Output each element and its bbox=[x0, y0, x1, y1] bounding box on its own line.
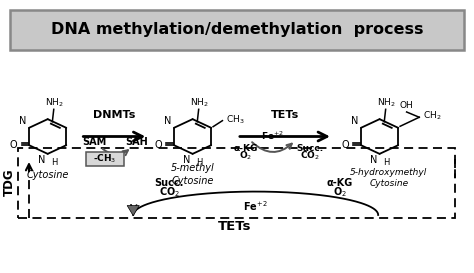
Text: N: N bbox=[183, 155, 191, 165]
Text: N: N bbox=[38, 155, 46, 165]
Text: Cytosine: Cytosine bbox=[27, 170, 69, 180]
Text: H: H bbox=[196, 158, 203, 167]
Text: N: N bbox=[19, 116, 26, 126]
Text: NH$_2$: NH$_2$ bbox=[190, 96, 209, 109]
Text: CO$_2$: CO$_2$ bbox=[159, 185, 180, 199]
Text: O: O bbox=[154, 140, 162, 150]
Text: H: H bbox=[51, 158, 58, 167]
Text: N: N bbox=[370, 155, 378, 165]
Text: Fe$^{+2}$: Fe$^{+2}$ bbox=[243, 199, 268, 213]
Text: Succ.: Succ. bbox=[296, 144, 323, 153]
Text: 5-hydroxymethyl
Cytosine: 5-hydroxymethyl Cytosine bbox=[350, 168, 428, 188]
Text: TDG: TDG bbox=[2, 169, 15, 196]
FancyBboxPatch shape bbox=[10, 10, 464, 50]
Text: α-KG: α-KG bbox=[233, 144, 257, 153]
Text: TETs: TETs bbox=[271, 110, 299, 120]
FancyBboxPatch shape bbox=[86, 152, 124, 166]
Text: Fe$^{+2}$: Fe$^{+2}$ bbox=[261, 129, 283, 141]
Text: CO$_2$: CO$_2$ bbox=[300, 149, 319, 162]
Text: SAM: SAM bbox=[82, 137, 107, 147]
Text: CH$_2$: CH$_2$ bbox=[423, 109, 441, 122]
Text: O$_2$: O$_2$ bbox=[333, 185, 347, 199]
Text: Succ.: Succ. bbox=[155, 178, 184, 188]
Text: DNMTs: DNMTs bbox=[93, 110, 136, 120]
Text: O$_2$: O$_2$ bbox=[239, 149, 252, 162]
Text: OH: OH bbox=[400, 101, 413, 110]
Text: NH$_2$: NH$_2$ bbox=[377, 96, 396, 109]
Text: N: N bbox=[164, 116, 171, 126]
Text: -CH$_3$: -CH$_3$ bbox=[93, 153, 117, 165]
FancyArrowPatch shape bbox=[252, 142, 292, 152]
Text: O: O bbox=[341, 140, 349, 150]
Text: SAH: SAH bbox=[125, 137, 148, 147]
FancyArrowPatch shape bbox=[103, 149, 128, 155]
Text: NH$_2$: NH$_2$ bbox=[46, 96, 64, 109]
Text: 5-methyl
Cytosine: 5-methyl Cytosine bbox=[171, 164, 214, 186]
Text: CH$_3$: CH$_3$ bbox=[226, 113, 245, 126]
Text: DNA methylation/demethylation  process: DNA methylation/demethylation process bbox=[51, 22, 423, 37]
Text: H: H bbox=[383, 158, 390, 167]
Text: TETs: TETs bbox=[218, 220, 251, 233]
Text: N: N bbox=[351, 116, 358, 126]
Polygon shape bbox=[127, 206, 139, 216]
Text: α-KG: α-KG bbox=[327, 178, 353, 188]
Text: O: O bbox=[9, 140, 17, 150]
